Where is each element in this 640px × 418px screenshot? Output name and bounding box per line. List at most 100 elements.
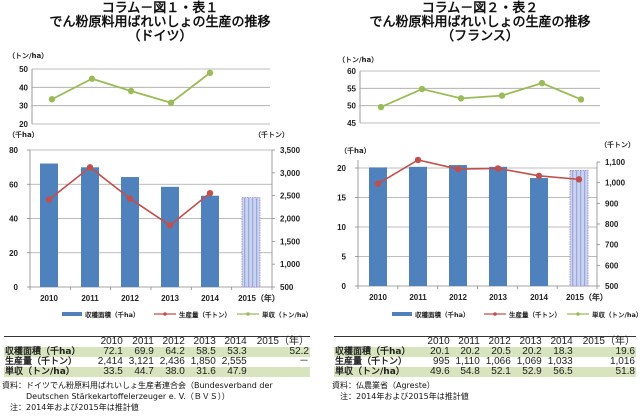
legend-yield-marker <box>246 312 250 316</box>
table-cell: － <box>299 356 309 367</box>
table-cell: 2,414 <box>97 356 123 367</box>
legend-yield-label: 単収（トン/ha） <box>262 310 312 319</box>
x-tick-label: 2012 <box>449 293 467 302</box>
table-cell: 1,069 <box>516 356 542 367</box>
production-tick-label: 800 <box>605 220 619 229</box>
table-header-cell: 2014 <box>542 336 574 347</box>
area-bar <box>369 167 387 286</box>
table-cell: 20.2 <box>511 347 543 357</box>
table-cell: 18.3 <box>542 347 574 357</box>
production-point <box>494 165 502 172</box>
area-tick-label: 10 <box>337 223 346 232</box>
table-cell: 51.8 <box>573 367 636 377</box>
chart-1-title-line-1: コラム－図１・表１ <box>101 1 219 16</box>
table-cell: 52.2 <box>247 347 310 357</box>
table-header-cell: 2015（年） <box>573 336 636 347</box>
table-header-cell: 2011 <box>450 336 481 347</box>
table-header-cell: 2012 <box>480 336 512 347</box>
production-tick-label: 1,000 <box>605 179 626 188</box>
x-tick-label: 2013 <box>161 294 179 303</box>
yield-point <box>418 85 426 93</box>
table-cell: 56.5 <box>542 367 574 377</box>
table-cell: 44.7 <box>123 367 155 377</box>
production-point <box>206 189 214 197</box>
production-tick-label: 2,500 <box>280 192 301 201</box>
area-bar <box>489 166 507 286</box>
yield-tick-label: 40 <box>19 83 28 92</box>
table-cell: 38.0 <box>154 367 186 377</box>
yield-axis-unit: （トン/ha） <box>338 56 378 64</box>
production-point <box>374 180 382 187</box>
table-cell: 2,555 <box>221 356 247 367</box>
table-header-cell: 2010 <box>422 336 451 347</box>
yield-tick-label: 45 <box>347 119 356 128</box>
table-header-row: 2010 2011 2012 2013 2014 2015（年） <box>334 336 636 347</box>
table-header-cell: 2012 <box>154 336 186 347</box>
area-axis-unit: （千ha） <box>8 130 39 139</box>
area-bar <box>449 165 467 286</box>
chart-2-title-line-2: でん粉原料用ばれいしょの生産の推移 <box>369 15 591 30</box>
table-header-cell: 2013 <box>185 336 217 347</box>
table-cell: 1,850 <box>190 356 216 367</box>
table-cell: 47.9 <box>216 367 248 377</box>
legend-area-swatch <box>392 312 412 316</box>
production-point <box>535 172 543 180</box>
legend-production-marker <box>493 312 497 316</box>
production-point <box>166 222 174 229</box>
yield-line <box>51 72 211 104</box>
production-tick-label: 3,500 <box>280 146 301 155</box>
yield-tick-label: 60 <box>347 67 356 76</box>
table-header-cell: 2013 <box>511 336 543 347</box>
production-axis-unit: （千トン） <box>600 140 635 149</box>
table-cell: 20.1 <box>422 347 451 357</box>
table-corner <box>4 336 93 347</box>
source-note: 資料：ドイツでん粉原料用ばれいしょ生産者連合会（Bundesverband de… <box>2 381 273 390</box>
production-point <box>575 176 583 183</box>
x-tick-label: 2015（年） <box>238 293 280 303</box>
x-tick-label: 2014 <box>201 294 219 303</box>
chart-2-title-line-1: コラム－図２・表２ <box>421 1 539 16</box>
yield-axis-unit: （トン/ha） <box>8 52 48 60</box>
area-bar <box>40 163 58 287</box>
row-label: 単収（トン/ha） <box>334 367 423 377</box>
production-tick-label: 600 <box>605 261 619 270</box>
yield-point <box>48 96 56 103</box>
yield-point <box>206 69 214 77</box>
table-cell: 2,436 <box>159 356 185 367</box>
production-tick-label: 1,000 <box>280 260 301 269</box>
table-cell: 1,016 <box>609 356 635 367</box>
x-tick-label: 2011 <box>81 294 99 303</box>
chart-1-title: コラム－図１・表１ でん粉原料用ばれいしょの生産の推移 （ドイツ） <box>0 2 320 44</box>
area-bar <box>409 166 427 286</box>
table-cell: 1,110 <box>455 356 480 367</box>
production-point <box>45 196 53 203</box>
table-row: 収穫面積（千ha） 20.1 20.2 20.5 20.2 18.3 19.6 <box>334 347 636 357</box>
area-tick-label: 60 <box>9 180 18 189</box>
row-label: 単収（トン/ha） <box>4 367 93 377</box>
area-bar <box>121 177 139 287</box>
production-point <box>414 156 422 164</box>
table-cell: 1,033 <box>547 356 573 367</box>
table-cell: 52.9 <box>511 367 543 377</box>
table-cell: 33.5 <box>92 367 124 377</box>
source-note: 資料：仏農業省（Agreste） <box>332 381 435 390</box>
legend-production-label: 生産量（千トン） <box>509 310 561 319</box>
row-label: 生産量（千トン） <box>335 357 408 367</box>
table-cell: 20.2 <box>450 347 481 357</box>
yield-line <box>380 82 582 108</box>
area-bar <box>81 167 99 287</box>
row-label: 収穫面積（千ha） <box>4 347 93 357</box>
chart-france: （トン/ha） 45 50 55 60 （千ha） （千トン） 0 5 10 15 20 500 600 7… <box>337 56 640 319</box>
yield-tick-label: 50 <box>19 65 28 74</box>
yield-point <box>377 103 385 111</box>
table-cell: 19.6 <box>573 347 636 357</box>
legend-yield-marker <box>576 312 580 316</box>
production-tick-label: 3,000 <box>280 169 301 178</box>
table-cell: 54.8 <box>450 367 481 377</box>
chart-2-title: コラム－図２・表２ でん粉原料用ばれいしょの生産の推移 （フランス） <box>320 2 640 44</box>
table-row: 単収（トン/ha） 49.6 54.8 52.1 52.9 56.5 51.8 <box>334 367 636 377</box>
table-cell: 69.9 <box>123 347 155 357</box>
table-cell: 52.1 <box>480 367 512 377</box>
yield-point <box>167 99 175 106</box>
area-bar <box>161 186 179 287</box>
